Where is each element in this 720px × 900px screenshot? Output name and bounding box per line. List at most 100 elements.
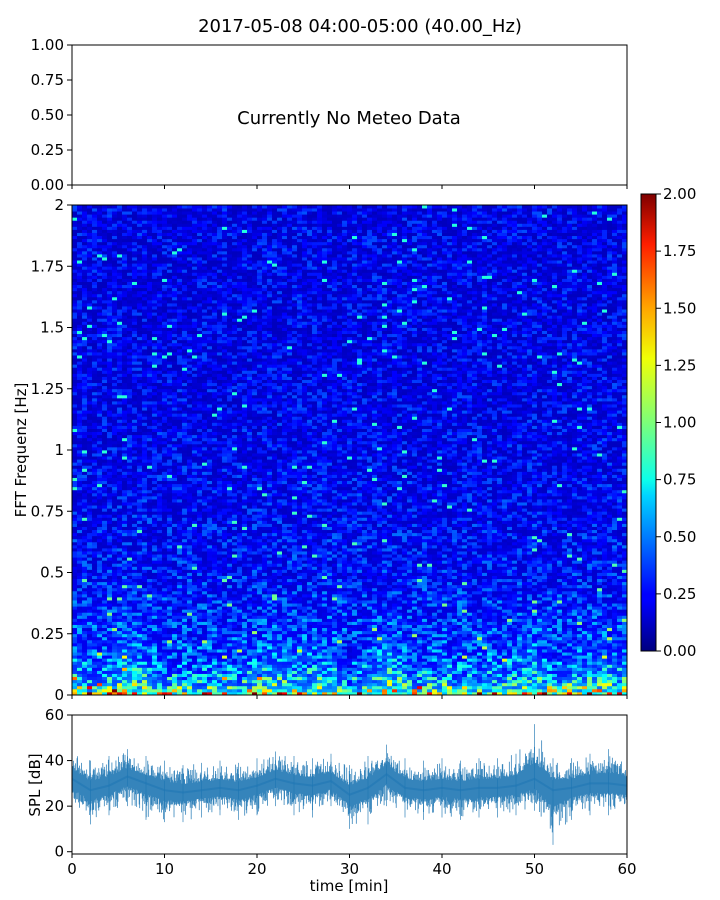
spectrogram-cell	[382, 673, 388, 678]
spectrogram-cell	[242, 667, 248, 671]
spectrogram-cell	[152, 627, 158, 632]
spectrogram-cell	[467, 612, 473, 616]
spectrogram-cell	[142, 670, 148, 674]
spectrogram-cell	[142, 566, 148, 570]
spectrogram-cell	[187, 688, 193, 693]
spectrogram-cell	[587, 646, 593, 650]
spectrogram-cell	[497, 569, 503, 573]
spectrogram-cell	[422, 642, 428, 647]
spectrogram-cell	[122, 587, 128, 592]
spectrogram-cell	[542, 676, 548, 681]
spectrogram-cell	[227, 557, 233, 561]
spectrogram-cell	[292, 593, 298, 598]
spectrogram-cell	[412, 600, 418, 604]
spectrogram-cell	[472, 627, 478, 632]
spectrogram-cell	[92, 615, 98, 619]
spectrogram-cell	[477, 630, 483, 635]
spectrogram-cell	[562, 627, 568, 632]
spectrogram-cell	[562, 578, 568, 583]
spectrogram-cell	[617, 649, 623, 653]
spectrogram-cell	[107, 621, 113, 625]
spectrogram-cell	[132, 603, 138, 607]
spectrogram-cell	[212, 606, 218, 610]
spectrogram-cell	[107, 639, 113, 644]
spectrogram-cell	[297, 593, 303, 598]
spectrogram-cell	[467, 661, 473, 665]
spectrogram-cell	[577, 581, 583, 586]
spectrogram-cell	[442, 646, 448, 650]
spectrogram-cell	[372, 630, 378, 635]
spectrogram-cell	[187, 679, 193, 684]
spectrogram-cell	[172, 600, 178, 604]
spectrogram-cell	[152, 615, 158, 619]
spectrogram-cell	[577, 615, 583, 619]
spectrogram-cell	[257, 673, 263, 678]
spectrogram-cell	[532, 575, 538, 580]
spectrogram-cell	[117, 633, 123, 638]
spectrogram-cell	[77, 621, 83, 625]
spectrogram-cell	[122, 688, 128, 693]
spectrogram-cell	[477, 569, 483, 573]
spectrogram-cell	[442, 563, 448, 567]
spectrogram-cell	[202, 679, 208, 684]
spectrogram-cell	[572, 688, 578, 693]
spectrogram-cell	[567, 685, 573, 690]
spectrogram-cell	[607, 575, 613, 580]
spectrogram-cell	[87, 578, 93, 583]
spectrogram-cell	[312, 670, 318, 674]
spectrogram-cell	[337, 600, 343, 604]
spectrogram-cell	[462, 688, 468, 693]
spectrogram-cell	[382, 597, 388, 601]
spectrogram-cell	[182, 593, 188, 598]
spectrogram-cell	[412, 688, 418, 693]
spectrogram-cell	[72, 682, 78, 687]
spectrogram-cell	[77, 587, 83, 592]
spectrogram-cell	[517, 655, 523, 659]
spectrogram-cell	[257, 646, 263, 650]
spectrogram-cell	[267, 572, 273, 576]
spectrogram-cell	[592, 581, 598, 586]
spectrogram-cell	[622, 566, 628, 570]
spectrogram-cell	[192, 566, 198, 570]
spectrogram-cell	[72, 557, 78, 561]
spectrogram-cell	[492, 566, 498, 570]
spectrogram-cell	[182, 624, 188, 629]
spectrogram-cell	[237, 603, 243, 607]
spectrogram-cell	[202, 593, 208, 598]
spectrogram-cell	[257, 627, 263, 632]
spectrogram-cell	[407, 606, 413, 610]
spectrogram-cell	[252, 603, 258, 607]
spectrogram-cell	[162, 667, 168, 671]
spectrogram-cell	[572, 618, 578, 622]
spectrogram-cell	[137, 566, 143, 570]
spectrogram-cell	[392, 664, 398, 668]
spectrogram-cell	[267, 670, 273, 674]
spectrogram-cell	[312, 572, 318, 576]
spectrogram-cell	[82, 618, 88, 622]
spectrogram-cell	[222, 615, 228, 619]
spectrogram-cell	[597, 633, 603, 638]
spectrogram-cell	[492, 597, 498, 601]
spectrogram-cell	[552, 642, 558, 647]
spectrogram-cell	[547, 569, 553, 573]
spectrogram-cell	[137, 633, 143, 638]
spectrogram-cell	[607, 633, 613, 638]
spectrogram-cell	[157, 600, 163, 604]
spectrogram-cell	[202, 661, 208, 665]
spectrogram-cell	[87, 615, 93, 619]
spectrogram-cell	[322, 609, 328, 613]
spectrogram-cell	[232, 636, 238, 641]
spectrogram-cell	[202, 563, 208, 567]
spectrogram-cell	[302, 597, 308, 601]
spectrogram-cell	[292, 587, 298, 592]
spectrogram-cell	[547, 597, 553, 601]
spectrogram-cell	[622, 652, 628, 656]
spectrogram-cell	[292, 569, 298, 573]
spectrogram-cell	[442, 584, 448, 589]
spectrogram-cell	[187, 633, 193, 638]
spectrogram-cell	[102, 658, 108, 662]
spectrogram-cell	[342, 630, 348, 635]
spectrogram-cell	[422, 685, 428, 690]
spectrogram-cell	[512, 676, 518, 681]
spectrogram-cell	[307, 560, 313, 564]
